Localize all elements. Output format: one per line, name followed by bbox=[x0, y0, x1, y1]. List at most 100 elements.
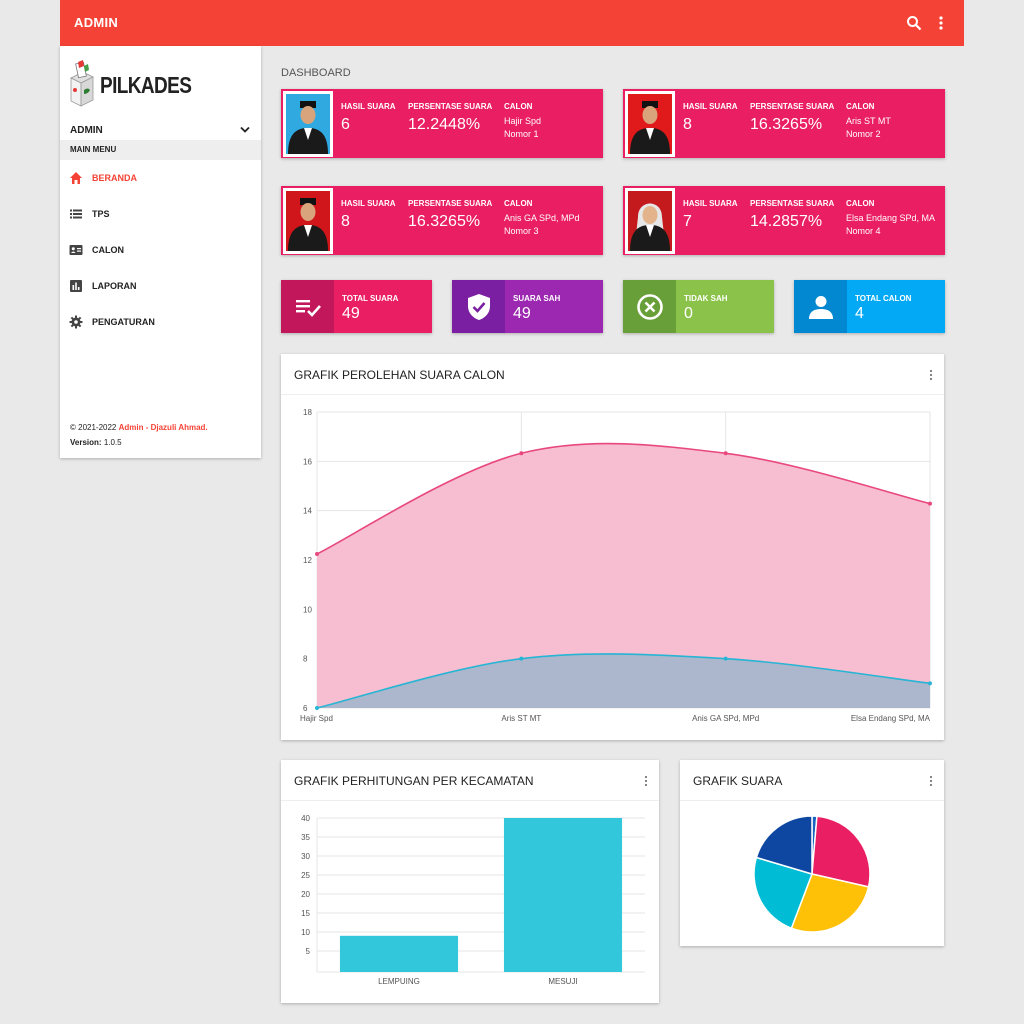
percent-label: PERSENTASE SUARA bbox=[750, 199, 835, 208]
percent-value: 16.3265% bbox=[750, 116, 823, 133]
pie-slice-2[interactable] bbox=[811, 815, 871, 888]
author-link[interactable]: Admin - Djazuli Ahmad. bbox=[118, 423, 208, 432]
y-tick-label: 20 bbox=[301, 890, 310, 899]
version-label: Version: bbox=[70, 438, 102, 447]
y-tick-label: 25 bbox=[301, 871, 310, 880]
series-2-point[interactable] bbox=[928, 681, 932, 686]
bar-lempuing[interactable] bbox=[339, 935, 459, 972]
sidebar-item-tps[interactable]: TPS bbox=[60, 198, 261, 230]
stat-value: 4 bbox=[855, 305, 864, 322]
x-tick-label: Elsa Endang SPd, MA bbox=[851, 714, 931, 723]
sidebar-item-beranda[interactable]: BERANDA bbox=[60, 162, 261, 194]
series-2-point[interactable] bbox=[723, 656, 728, 661]
y-tick-label: 16 bbox=[303, 457, 312, 466]
more-vert-icon[interactable] bbox=[644, 775, 648, 787]
candidate-name: Anis GA SPd, MPd bbox=[504, 213, 580, 223]
pie-slice-5[interactable] bbox=[755, 815, 813, 876]
pie-chart bbox=[753, 815, 871, 933]
panel-divider bbox=[281, 800, 659, 801]
series-1-point[interactable] bbox=[723, 451, 728, 456]
y-tick-label: 14 bbox=[303, 507, 312, 516]
stat-card-tidak-sah: TIDAK SAH 0 bbox=[623, 280, 774, 333]
candidate-card-4: HASIL SUARA 7 PERSENTASE SUARA 14.2857% CALO… bbox=[623, 186, 945, 255]
sidebar-item-laporan[interactable]: LAPORAN bbox=[60, 270, 261, 302]
stat-value: 49 bbox=[342, 305, 360, 322]
sidebar-footer: © 2021-2022 Admin - Djazuli Ahmad. Versi… bbox=[70, 420, 208, 450]
page: ADMIN PILKADES ADMIN bbox=[60, 0, 964, 1024]
candidate-photo bbox=[283, 188, 333, 254]
candidate-photo bbox=[625, 91, 675, 157]
candidate-name: Elsa Endang SPd, MA bbox=[846, 213, 936, 223]
search-icon[interactable] bbox=[906, 15, 922, 31]
sidebar-item-label: LAPORAN bbox=[92, 281, 137, 291]
more-vert-icon[interactable] bbox=[929, 369, 933, 381]
votes-value: 8 bbox=[683, 116, 692, 133]
panel-divider bbox=[281, 394, 944, 395]
stat-label: TIDAK SAH bbox=[684, 294, 728, 303]
y-tick-label: 40 bbox=[301, 814, 310, 823]
candidate-number: Nomor 1 bbox=[504, 129, 539, 139]
votes-value: 7 bbox=[683, 213, 692, 230]
bar-chart-icon bbox=[70, 280, 82, 292]
menu-header: MAIN MENU bbox=[60, 140, 261, 160]
checklist-icon bbox=[296, 300, 321, 317]
y-tick-label: 30 bbox=[301, 852, 310, 861]
panel-title: GRAFIK SUARA bbox=[693, 774, 783, 788]
votes-label: HASIL SUARA bbox=[683, 199, 738, 208]
candidate-card-3: HASIL SUARA 8 PERSENTASE SUARA 16.3265% CALO… bbox=[281, 186, 603, 255]
candidate-card-2: HASIL SUARA 8 PERSENTASE SUARA 16.3265% CALO… bbox=[623, 89, 945, 158]
y-tick-label: 5 bbox=[306, 947, 311, 956]
y-tick-label: 10 bbox=[301, 928, 310, 937]
pilkades-logo: PILKADES bbox=[68, 56, 198, 108]
series-2-point[interactable] bbox=[519, 656, 524, 661]
percent-value: 16.3265% bbox=[408, 213, 481, 230]
more-vert-icon[interactable] bbox=[936, 15, 946, 31]
cancel-circle-icon bbox=[637, 294, 663, 320]
x-tick-label: LEMPUING bbox=[378, 977, 420, 986]
series-2-area bbox=[317, 653, 930, 708]
id-card-icon bbox=[69, 245, 83, 255]
pie-slice-4[interactable] bbox=[753, 856, 813, 930]
sidebar-item-label: PENGATURAN bbox=[92, 317, 155, 327]
sidebar-item-label: CALON bbox=[92, 245, 124, 255]
x-tick-label: Anis GA SPd, MPd bbox=[692, 714, 759, 723]
sidebar-item-calon[interactable]: CALON bbox=[60, 234, 261, 266]
series-1-point[interactable] bbox=[315, 551, 319, 556]
y-tick-label: 35 bbox=[301, 833, 310, 842]
stat-icon-box bbox=[794, 280, 847, 333]
stat-icon-box bbox=[281, 280, 334, 333]
series-2-point[interactable] bbox=[315, 706, 319, 710]
area-chart: 6 8 10 12 14 16 18 Hajir Spd Aris ST MT Anis GA S… bbox=[300, 408, 932, 723]
y-tick-label: 10 bbox=[303, 605, 312, 614]
series-1-area bbox=[317, 443, 930, 708]
series-1-point[interactable] bbox=[519, 451, 524, 456]
stat-card-suara-sah: SUARA SAH 49 bbox=[452, 280, 603, 333]
candidate-label: CALON bbox=[504, 199, 533, 208]
person-icon bbox=[809, 296, 833, 319]
candidate-label: CALON bbox=[504, 102, 533, 111]
candidate-label: CALON bbox=[846, 199, 875, 208]
ballot-box-icon bbox=[70, 60, 94, 107]
sidebar-item-label: BERANDA bbox=[92, 173, 137, 183]
votes-value: 8 bbox=[341, 213, 350, 230]
bar-chart: 5 10 15 20 25 30 35 40 LEMPUING MESUJI bbox=[301, 814, 645, 986]
sidebar-item-label: TPS bbox=[92, 209, 110, 219]
app-title: ADMIN bbox=[74, 15, 119, 30]
series-1-point[interactable] bbox=[928, 501, 932, 506]
sidebar-item-pengaturan[interactable]: PENGATURAN bbox=[60, 306, 261, 338]
y-tick-label: 8 bbox=[303, 655, 308, 664]
user-name[interactable]: ADMIN bbox=[70, 125, 103, 136]
candidate-number: Nomor 4 bbox=[846, 226, 881, 236]
panel-title: GRAFIK PERHITUNGAN PER KECAMATAN bbox=[294, 774, 534, 788]
x-tick-label: MESUJI bbox=[548, 977, 577, 986]
candidate-card-1: HASIL SUARA 6 PERSENTASE SUARA 12.2448% CALO… bbox=[281, 89, 603, 158]
stat-value: 49 bbox=[513, 305, 531, 322]
stat-icon-box bbox=[452, 280, 505, 333]
bar-mesuji[interactable] bbox=[503, 818, 623, 972]
chevron-down-icon[interactable] bbox=[240, 126, 250, 134]
pie-slice-3[interactable] bbox=[790, 873, 870, 933]
district-bar-chart-panel: GRAFIK PERHITUNGAN PER KECAMATAN 5 10 15 20… bbox=[281, 760, 659, 1003]
y-tick-label: 12 bbox=[303, 556, 312, 565]
panel-divider bbox=[680, 800, 944, 801]
more-vert-icon[interactable] bbox=[929, 775, 933, 787]
